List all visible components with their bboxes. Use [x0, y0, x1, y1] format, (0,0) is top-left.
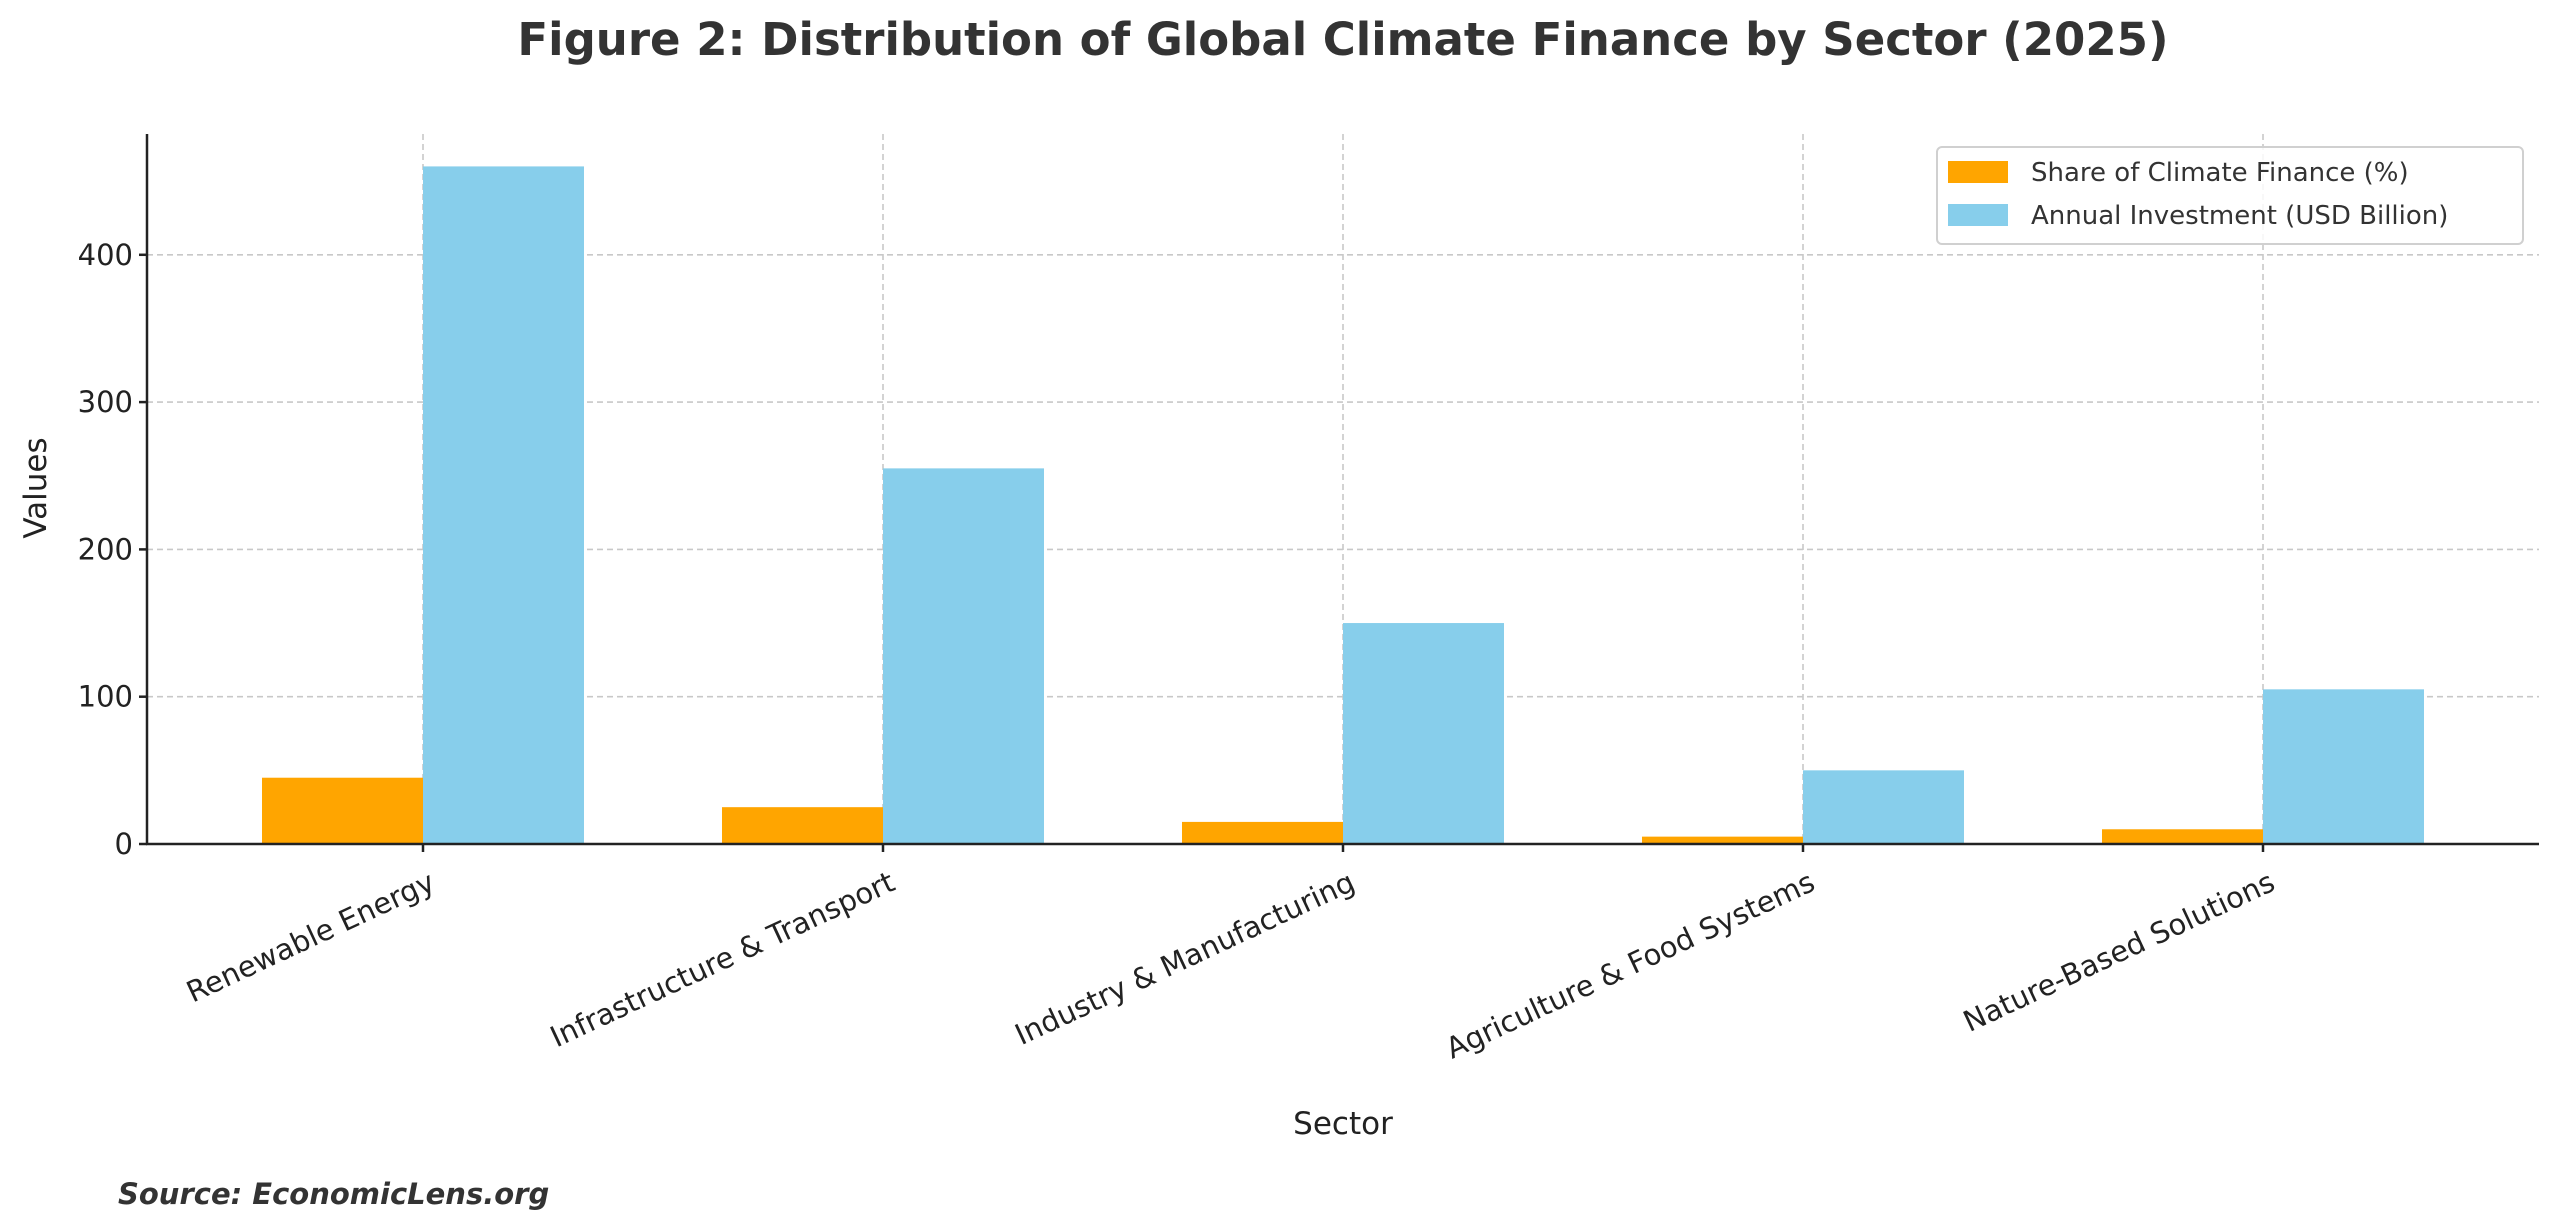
bar-investment-0	[423, 166, 584, 845]
legend-swatch-share	[1948, 161, 2008, 183]
y-tick-label: 400	[78, 238, 133, 272]
bar-investment-1	[883, 468, 1044, 844]
bar-investment-3	[1803, 770, 1964, 844]
x-tick-label: Industry & Manufacturing	[1010, 865, 1360, 1052]
y-tick-label: 300	[78, 385, 133, 419]
x-tick-label: Nature-Based Solutions	[1958, 865, 2280, 1039]
x-tick-label: Renewable Energy	[181, 865, 440, 1010]
bar-investment-2	[1343, 623, 1504, 844]
x-tick-label: Infrastructure & Transport	[545, 865, 900, 1055]
x-axis-label: Sector	[1293, 1106, 1393, 1142]
x-ticks: Renewable Energy Infrastructure & Transpo…	[181, 844, 2280, 1065]
bar-share-4	[2102, 829, 2263, 844]
y-axis-label: Values	[18, 437, 54, 538]
bar-share-0	[262, 777, 423, 844]
y-tick-label: 100	[78, 680, 133, 714]
chart-title: Figure 2: Distribution of Global Climate…	[517, 13, 2168, 66]
legend-box	[1936, 146, 2524, 245]
x-tick-label: Agriculture & Food Systems	[1441, 865, 1820, 1066]
bar-share-3	[1642, 836, 1803, 844]
y-tick-label: 0	[115, 827, 133, 861]
source-note: Source: EconomicLens.org	[118, 1177, 549, 1211]
bar-share-2	[1182, 821, 1343, 844]
y-ticks: 0 100 200 300 400	[78, 238, 147, 861]
legend: Share of Climate Finance (%) Annual Inve…	[1936, 146, 2524, 245]
bars	[262, 166, 2424, 845]
legend-label-investment: Annual Investment (USD Billion)	[2031, 201, 2448, 231]
bar-share-1	[722, 807, 883, 844]
legend-swatch-investment	[1948, 204, 2008, 226]
bar-investment-4	[2263, 689, 2424, 844]
y-tick-label: 200	[78, 532, 133, 566]
legend-label-share: Share of Climate Finance (%)	[2031, 158, 2409, 188]
